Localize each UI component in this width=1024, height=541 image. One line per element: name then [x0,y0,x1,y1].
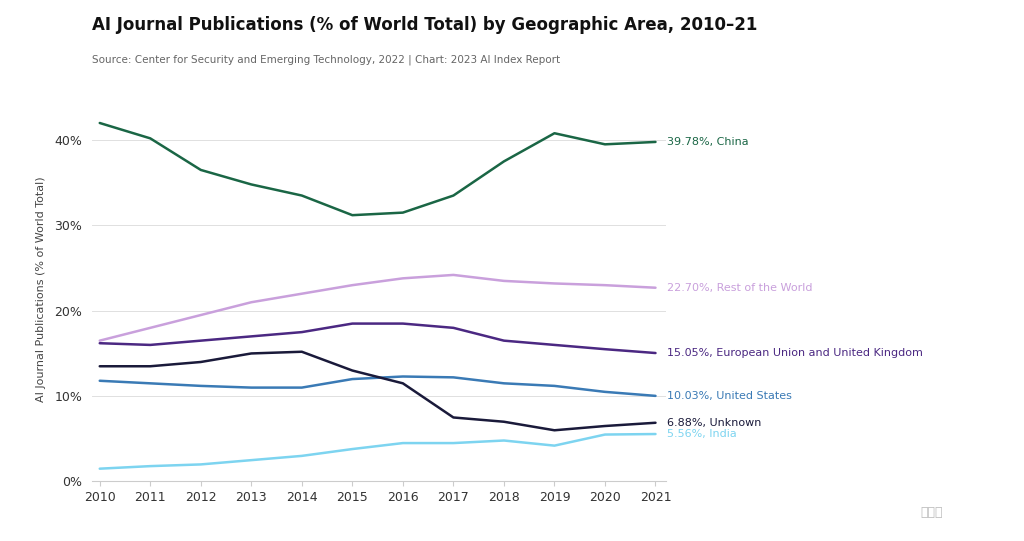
Text: 22.70%, Rest of the World: 22.70%, Rest of the World [667,283,812,293]
Text: 10.03%, United States: 10.03%, United States [667,391,792,401]
Y-axis label: AI Journal Publications (% of World Total): AI Journal Publications (% of World Tota… [36,176,46,403]
Text: Source: Center for Security and Emerging Technology, 2022 | Chart: 2023 AI Index: Source: Center for Security and Emerging… [92,54,560,64]
Text: 6.88%, Unknown: 6.88%, Unknown [667,418,761,428]
Text: 15.05%, European Union and United Kingdom: 15.05%, European Union and United Kingdo… [667,348,923,358]
Text: 新智元: 新智元 [921,506,943,519]
Text: 5.56%, India: 5.56%, India [667,429,736,439]
Text: 39.78%, China: 39.78%, China [667,137,749,147]
Text: AI Journal Publications (% of World Total) by Geographic Area, 2010–21: AI Journal Publications (% of World Tota… [92,16,758,34]
